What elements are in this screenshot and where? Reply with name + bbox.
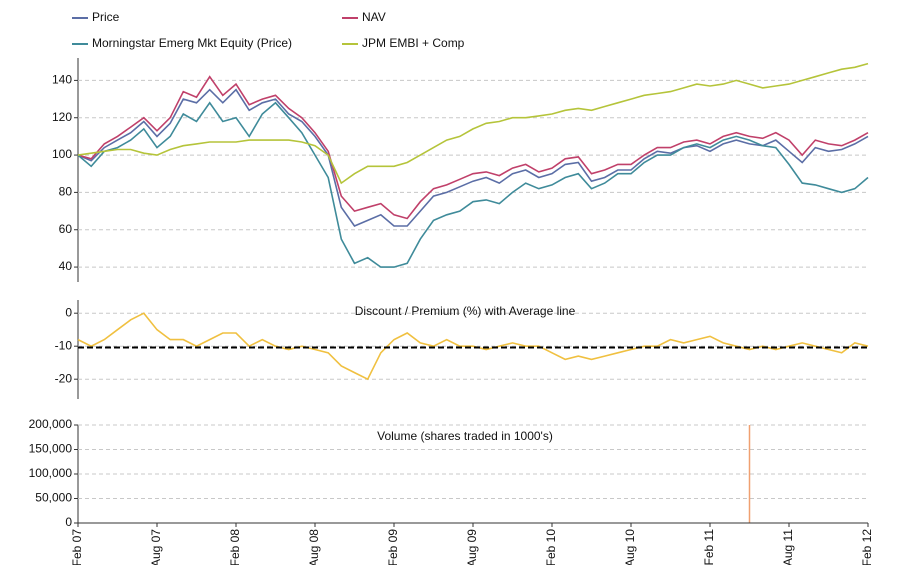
- x-tick-label: Feb 08: [228, 529, 242, 565]
- panel-title: Discount / Premium (%) with Average line: [355, 304, 576, 318]
- x-tick-label: Aug 10: [623, 529, 637, 565]
- series-line: [77, 101, 869, 268]
- y-tick-label: 40: [59, 259, 73, 273]
- series-line: [77, 75, 869, 220]
- series-line: [77, 312, 869, 381]
- y-tick-label: 120: [52, 110, 72, 124]
- legend-label: JPM EMBI + Comp: [362, 36, 465, 50]
- panel-title: Volume (shares traded in 1000's): [377, 429, 553, 443]
- legend-label: NAV: [362, 10, 386, 24]
- y-tick-label: 0: [65, 305, 72, 319]
- y-tick-label: 80: [59, 185, 73, 199]
- x-tick-label: Feb 11: [702, 529, 716, 565]
- x-tick-label: Aug 09: [465, 529, 479, 565]
- y-tick-label: 0: [65, 515, 72, 529]
- x-tick-label: Feb 09: [386, 529, 400, 565]
- x-tick-label: Aug 07: [149, 529, 163, 565]
- legend-label: Price: [92, 10, 120, 24]
- x-tick-label: Feb 07: [70, 529, 84, 565]
- y-tick-label: -20: [55, 371, 73, 385]
- legend-label: Morningstar Emerg Mkt Equity (Price): [92, 36, 292, 50]
- y-tick-label: 50,000: [35, 491, 72, 505]
- y-tick-label: -10: [55, 338, 73, 352]
- x-tick-label: Feb 10: [544, 529, 558, 565]
- y-tick-label: 140: [52, 73, 72, 87]
- series-line: [77, 62, 869, 185]
- x-tick-label: Feb 12: [860, 529, 874, 565]
- y-tick-label: 200,000: [29, 417, 73, 431]
- y-tick-label: 150,000: [29, 442, 73, 456]
- y-tick-label: 60: [59, 222, 73, 236]
- series-line: [77, 88, 869, 227]
- bar: [748, 425, 751, 523]
- x-tick-label: Aug 11: [781, 529, 795, 565]
- x-tick-label: Aug 08: [307, 529, 321, 565]
- y-tick-label: 100,000: [29, 466, 73, 480]
- y-tick-label: 100: [52, 147, 72, 161]
